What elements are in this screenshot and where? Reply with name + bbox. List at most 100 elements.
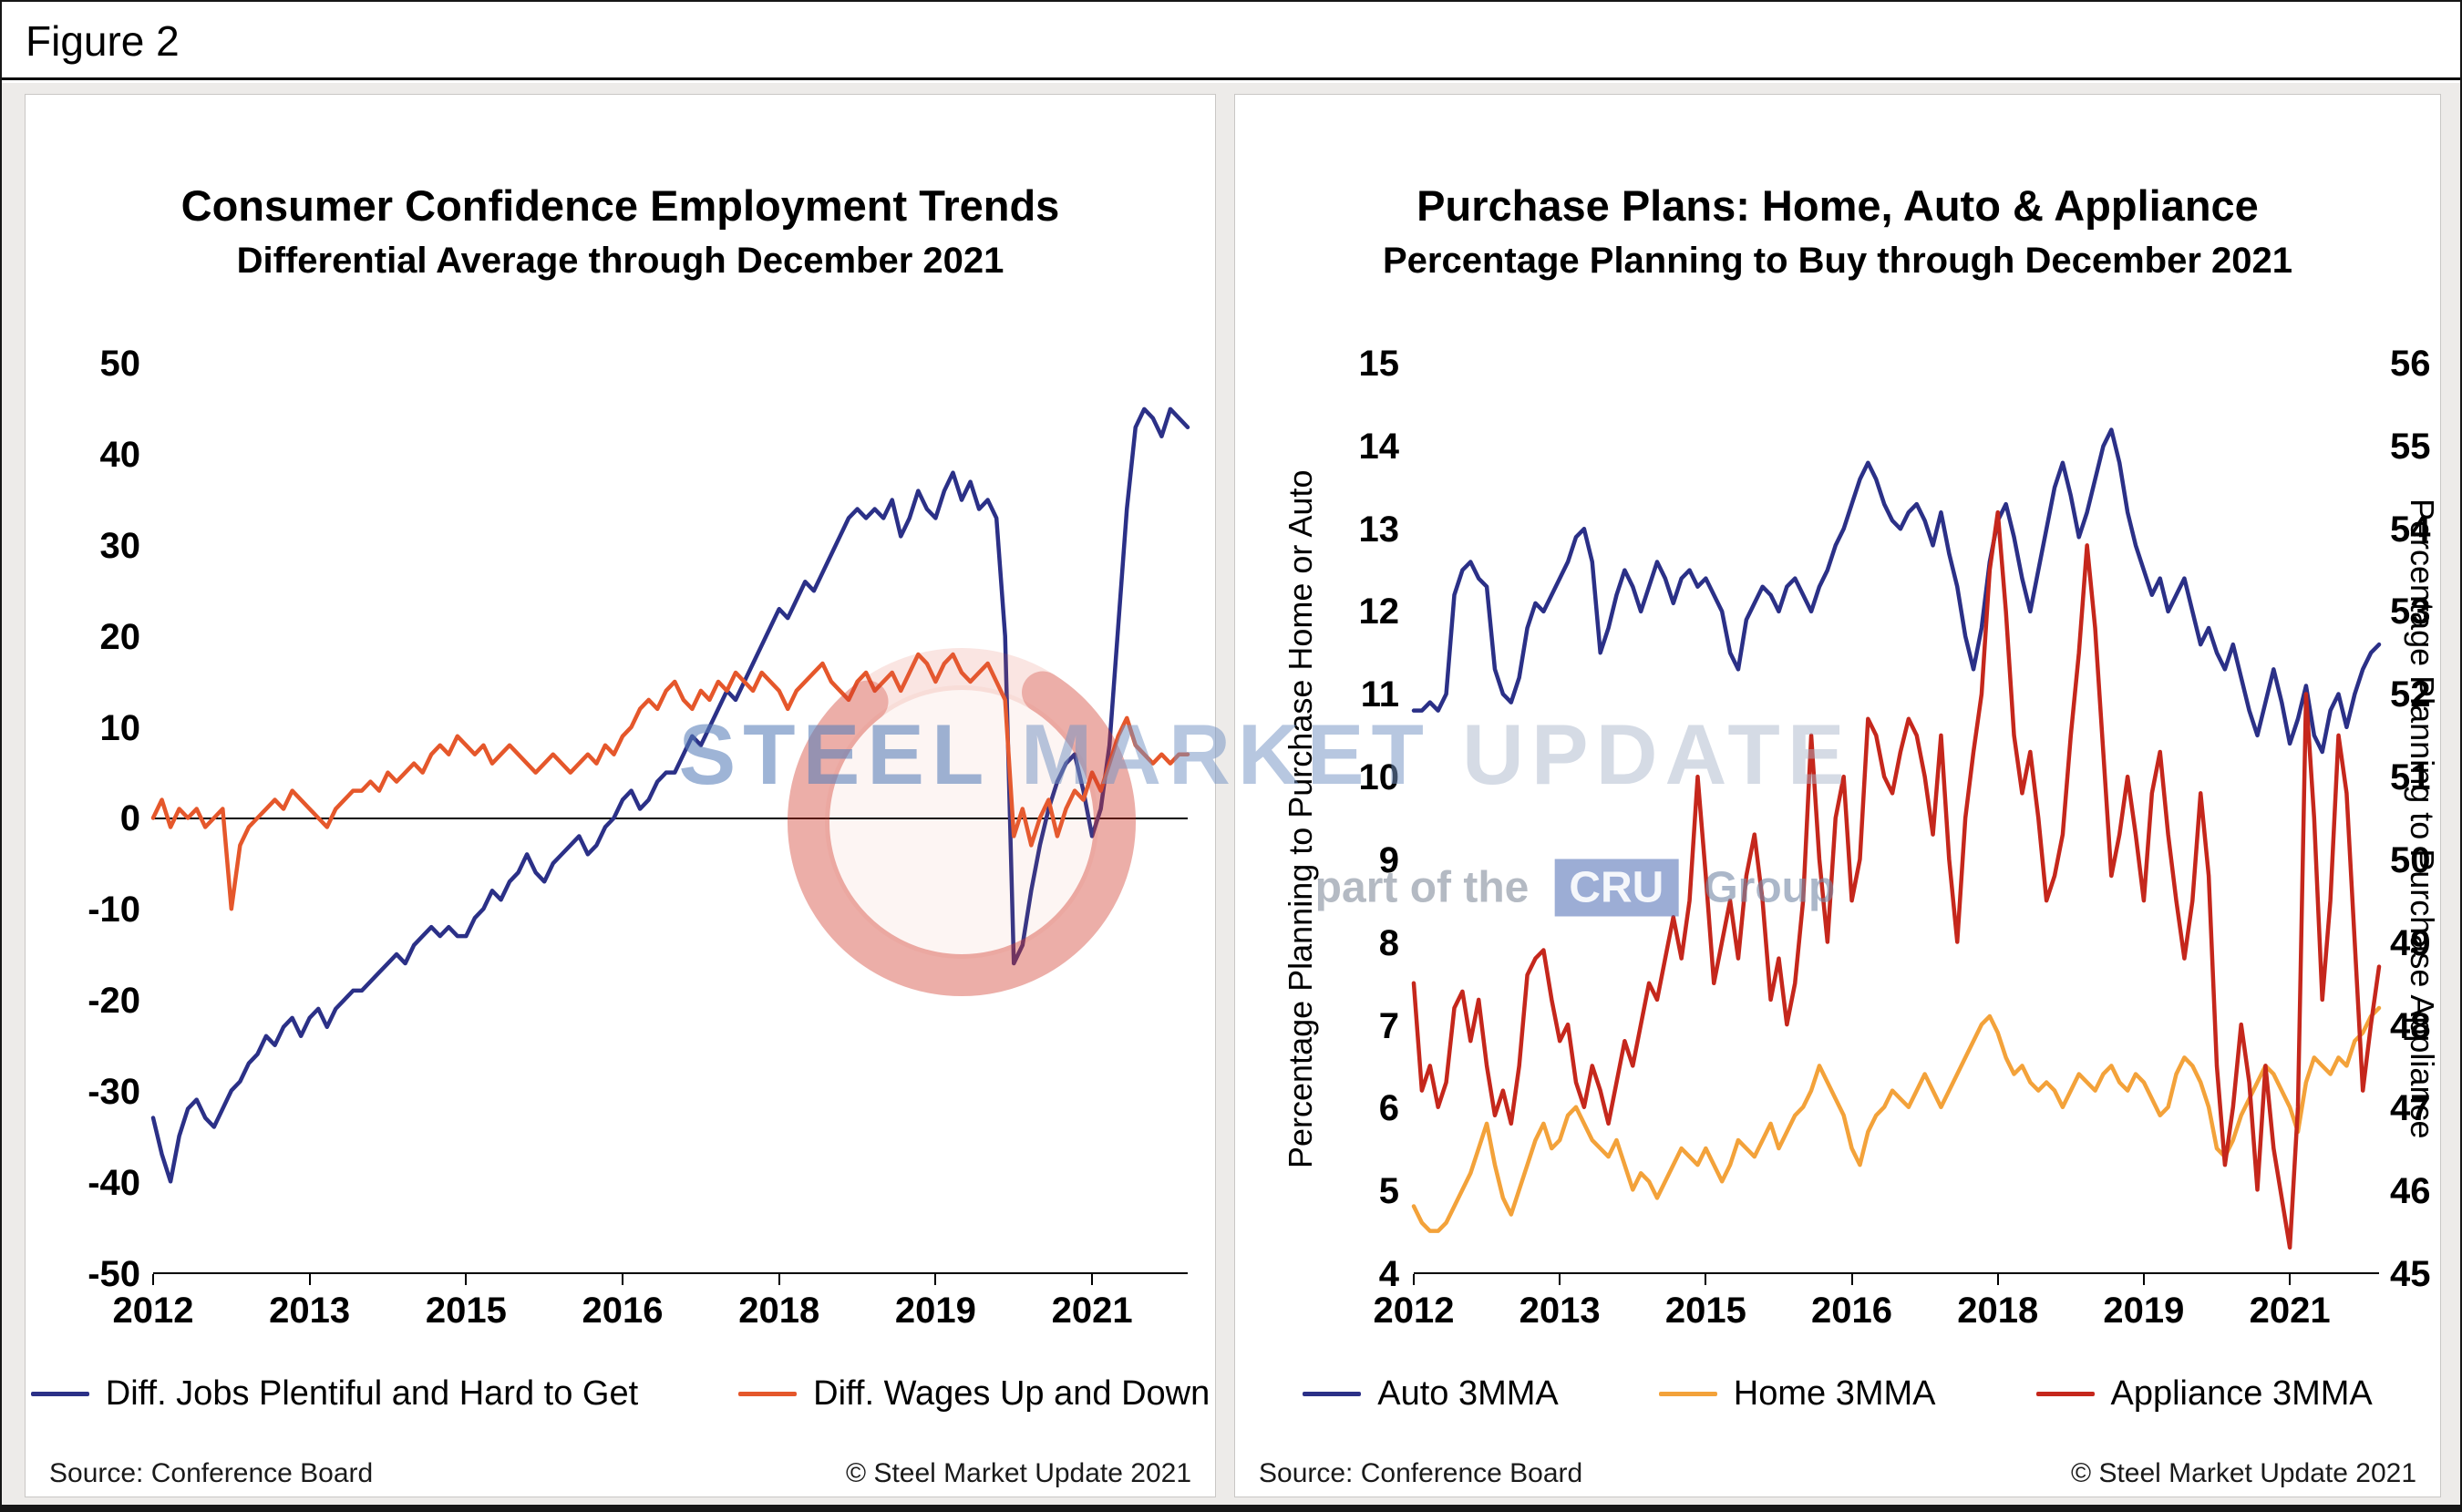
- panel-footer: Source: Conference Board © Steel Market …: [1235, 1458, 2440, 1489]
- x-axis-tickmark: [1091, 1274, 1094, 1285]
- y-tick-label: 50: [2390, 839, 2431, 880]
- x-axis-tickmark: [1705, 1274, 1707, 1285]
- y-tick-label: 14: [1358, 426, 1400, 467]
- legend-swatch: [738, 1392, 798, 1396]
- right-axis-ticks: 56 55 54 53 52 51 50 49 48 47 46 45: [2390, 342, 2456, 1296]
- y-tick-label: 10: [99, 707, 141, 748]
- x-tick-label: 2021: [1051, 1291, 1133, 1331]
- x-tick-label: 2021: [2249, 1291, 2331, 1331]
- y-tick-label: 30: [99, 525, 141, 566]
- legend-label: Auto 3MMA: [1377, 1374, 1559, 1413]
- x-tick-label: 2018: [738, 1291, 820, 1331]
- left-axis-ticks: 15 14 13 12 11 10 9 8 7 6 5 4: [1334, 342, 1400, 1296]
- employment-trends-chart-svg: [153, 364, 1188, 1272]
- x-axis-tickmark: [622, 1274, 624, 1285]
- legend-label: Home 3MMA: [1733, 1374, 1936, 1413]
- copyright-note: © Steel Market Update 2021: [2071, 1458, 2416, 1488]
- y-tick-label: -30: [88, 1072, 140, 1113]
- x-tick-label: 2012: [1373, 1291, 1455, 1331]
- employment-trends-panel: Consumer Confidence Employment Trends Di…: [25, 94, 1216, 1497]
- y-tick-label: -10: [88, 890, 140, 931]
- purchase-plans-chart-svg: [1414, 364, 2379, 1272]
- legend-item: Diff. Jobs Plentiful and Hard to Get: [30, 1374, 639, 1414]
- y-tick-label: 15: [1358, 344, 1400, 384]
- x-tick-label: 2016: [1811, 1291, 1893, 1331]
- x-axis-ticks: 2012 2013 2015 2016 2018 2019 2021: [113, 1291, 1188, 1336]
- legend-item: Diff. Wages Up and Down: [738, 1374, 1210, 1414]
- figure-label: Figure 2: [26, 17, 180, 65]
- y-tick-label: -50: [88, 1253, 140, 1294]
- x-tick-label: 2019: [894, 1291, 976, 1331]
- legend-swatch: [1658, 1392, 1717, 1396]
- y-tick-label: 46: [2390, 1171, 2431, 1212]
- legend: Diff. Jobs Plentiful and Hard to Get Diff…: [26, 1374, 1215, 1414]
- x-axis-tickmark: [934, 1274, 937, 1285]
- series-line-diff-jobs-plentiful-and-hard-to-get: [153, 409, 1188, 1181]
- y-tick-label: 56: [2390, 344, 2431, 384]
- legend-item: Appliance 3MMA: [2035, 1374, 2373, 1414]
- legend-swatch: [1303, 1392, 1362, 1396]
- y-tick-label: 0: [119, 798, 140, 839]
- legend: Auto 3MMA Home 3MMA Appliance 3MMA: [1235, 1374, 2440, 1414]
- purchase-plans-panel: Purchase Plans: Home, Auto & Appliance P…: [1234, 94, 2441, 1497]
- x-axis-tickmark: [778, 1274, 780, 1285]
- x-tick-label: 2013: [1519, 1291, 1601, 1331]
- legend-label: Diff. Jobs Plentiful and Hard to Get: [105, 1374, 639, 1413]
- y-tick-label: 4: [1378, 1253, 1399, 1294]
- right-axis-title: Percentage Planning to Purchase Applianc…: [2404, 499, 2441, 1139]
- y-tick-label: 8: [1378, 922, 1399, 963]
- y-tick-label: 54: [2390, 509, 2431, 550]
- y-tick-label: -20: [88, 981, 140, 1022]
- y-tick-label: 51: [2390, 757, 2431, 798]
- chart-subtitle: Percentage Planning to Buy through Decem…: [1382, 241, 2293, 281]
- x-axis-tickmark: [1413, 1274, 1415, 1285]
- x-tick-label: 2016: [582, 1291, 664, 1331]
- y-tick-label: 13: [1358, 509, 1400, 550]
- series-line-diff-wages-up-and-down: [153, 654, 1188, 909]
- legend-label: Appliance 3MMA: [2110, 1374, 2373, 1413]
- y-tick-label: -40: [88, 1163, 140, 1204]
- x-tick-label: 2015: [1664, 1291, 1746, 1331]
- x-axis-tickmark: [2142, 1274, 2145, 1285]
- plot-area: [1414, 364, 2379, 1274]
- x-axis-tickmarks: [152, 1274, 1188, 1287]
- y-tick-label: 9: [1378, 839, 1399, 880]
- y-axis-ticks: 50 40 30 20 10 0 -10 -20 -30 -40 -50: [38, 342, 140, 1296]
- x-tick-label: 2015: [425, 1291, 507, 1331]
- x-axis-tickmark: [1996, 1274, 1999, 1285]
- source-note: Source: Conference Board: [49, 1458, 374, 1488]
- x-tick-label: 2012: [112, 1291, 194, 1331]
- legend-swatch: [30, 1392, 89, 1396]
- legend-label: Diff. Wages Up and Down: [813, 1374, 1210, 1413]
- zero-line: [153, 817, 1188, 819]
- x-tick-label: 2013: [269, 1291, 351, 1331]
- figure-header: Figure 2: [2, 2, 2460, 80]
- x-axis-tickmarks: [1413, 1274, 2379, 1287]
- y-tick-label: 50: [99, 344, 141, 384]
- x-axis-ticks: 2012 2013 2015 2016 2018 2019 2021: [1374, 1291, 2379, 1336]
- y-tick-label: 48: [2390, 1005, 2431, 1046]
- y-tick-label: 49: [2390, 922, 2431, 963]
- y-tick-label: 55: [2390, 426, 2431, 467]
- y-tick-label: 7: [1378, 1005, 1399, 1046]
- x-axis-tickmark: [308, 1274, 311, 1285]
- legend-item: Auto 3MMA: [1303, 1374, 1559, 1414]
- y-tick-label: 11: [1360, 674, 1399, 715]
- source-note: Source: Conference Board: [1259, 1458, 1583, 1488]
- y-tick-label: 45: [2390, 1253, 2431, 1294]
- series-line-auto-3mma: [1414, 430, 2379, 752]
- x-axis-tickmark: [1559, 1274, 1561, 1285]
- y-tick-label: 20: [99, 616, 141, 657]
- legend-item: Home 3MMA: [1658, 1374, 1936, 1414]
- x-tick-label: 2018: [1957, 1291, 2039, 1331]
- x-axis-tickmark: [465, 1274, 468, 1285]
- y-tick-label: 40: [99, 434, 141, 475]
- panel-footer: Source: Conference Board © Steel Market …: [26, 1458, 1215, 1489]
- y-tick-label: 47: [2390, 1088, 2431, 1129]
- left-axis-title: Percentage Planning to Purchase Home or …: [1282, 469, 1319, 1168]
- x-tick-label: 2019: [2103, 1291, 2185, 1331]
- copyright-note: © Steel Market Update 2021: [846, 1458, 1191, 1488]
- x-axis-tickmark: [1850, 1274, 1853, 1285]
- chart-subtitle: Differential Average through December 20…: [236, 241, 1004, 281]
